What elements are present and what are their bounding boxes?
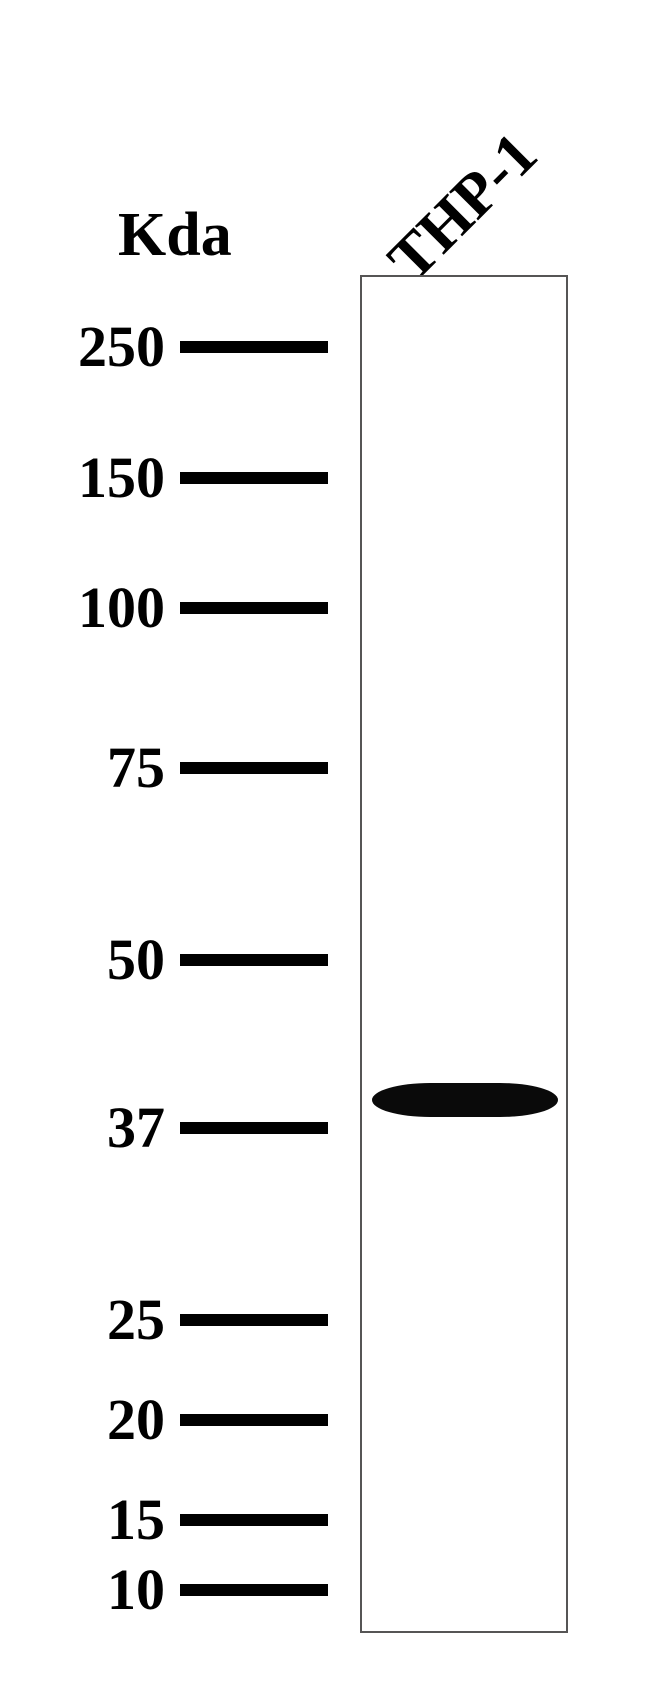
western-blot-figure: Kda THP-1 250 150 100 75 50 37 25 20 1510 [0,0,650,1695]
marker-label: 15 [35,1486,165,1553]
marker-tick [180,1584,328,1596]
marker-tick [180,341,328,353]
marker-tick [180,1122,328,1134]
marker-tick [180,1414,328,1426]
marker-tick [180,1514,328,1526]
lane-label: THP-1 [375,119,552,296]
marker-tick [180,1314,328,1326]
lane-box [360,275,568,1633]
marker-label: 100 [35,574,165,641]
marker-label: 25 [35,1286,165,1353]
marker-label: 10 [35,1556,165,1623]
marker-tick [180,602,328,614]
marker-label: 250 [35,313,165,380]
marker-label: 150 [35,444,165,511]
protein-band [372,1083,558,1117]
marker-label: 20 [35,1386,165,1453]
marker-tick [180,954,328,966]
marker-label: 75 [35,734,165,801]
unit-label: Kda [118,200,232,271]
marker-tick [180,762,328,774]
marker-tick [180,472,328,484]
marker-label: 50 [35,926,165,993]
marker-label: 37 [35,1094,165,1161]
